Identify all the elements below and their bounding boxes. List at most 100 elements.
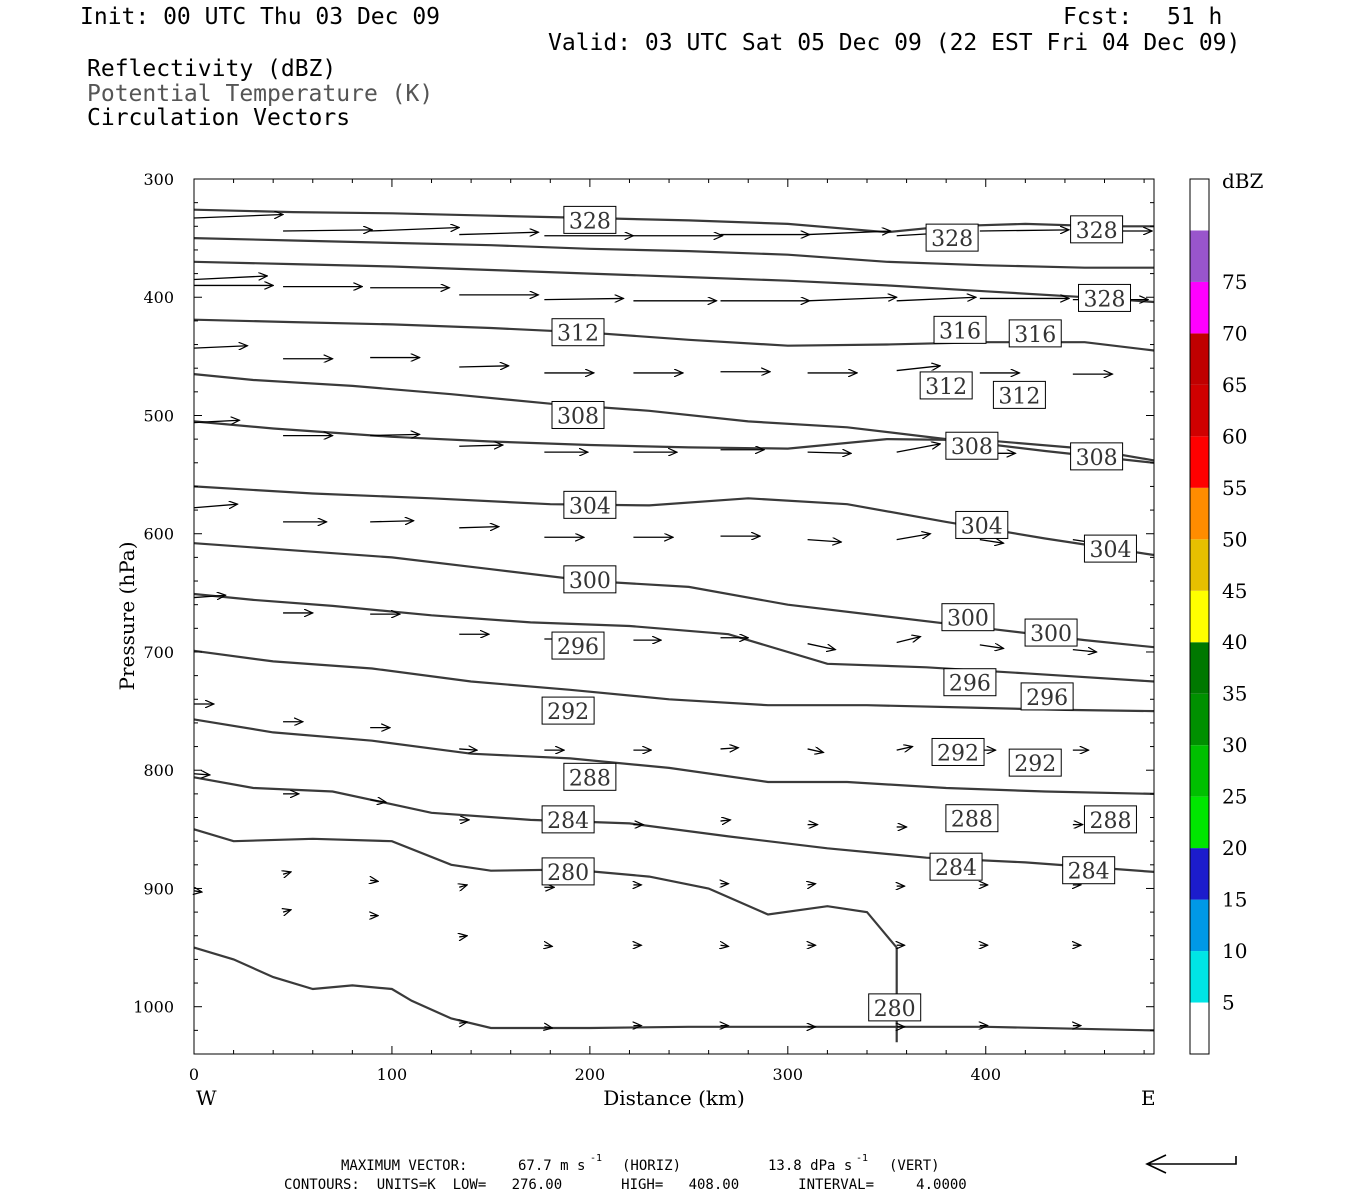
circulation-vector bbox=[720, 820, 731, 821]
contour-label-box bbox=[1070, 442, 1124, 471]
contour-label: 312 bbox=[557, 322, 599, 347]
colorbar-segment bbox=[1190, 487, 1209, 540]
circulation-vector bbox=[283, 872, 291, 874]
x-end-label-east: E bbox=[1141, 1086, 1156, 1110]
x-tick-label: 100 bbox=[377, 1065, 408, 1084]
contour-label-box bbox=[868, 993, 922, 1022]
y-tick-label: 500 bbox=[143, 406, 174, 425]
contour-label-box bbox=[1070, 215, 1124, 244]
circulation-vector bbox=[370, 227, 459, 231]
contour-label: 328 bbox=[1076, 219, 1118, 244]
contour-label: 280 bbox=[874, 997, 916, 1022]
circulation-vector bbox=[896, 366, 941, 372]
circulation-vector bbox=[459, 445, 503, 446]
x-tick-label: 200 bbox=[575, 1065, 606, 1084]
circulation-vector bbox=[807, 452, 852, 453]
valid-time: Valid: 03 UTC Sat 05 Dec 09 (22 EST Fri … bbox=[548, 30, 1241, 56]
contour-324 bbox=[193, 237, 1154, 269]
colorbar-segment bbox=[1190, 951, 1209, 1003]
colorbar-segment bbox=[1190, 693, 1209, 746]
contour-label: 296 bbox=[949, 672, 991, 697]
contour-label-box bbox=[1083, 534, 1137, 563]
contour-label-box bbox=[563, 565, 617, 594]
circulation-vector bbox=[193, 595, 226, 597]
contour-label: 292 bbox=[1014, 752, 1056, 777]
potential-temperature-contours bbox=[193, 208, 1155, 1043]
colorbar-segment bbox=[1190, 230, 1209, 282]
contour-320 bbox=[193, 260, 1155, 304]
contour-280 bbox=[193, 828, 898, 1043]
circulation-vector bbox=[896, 747, 913, 751]
circulation-vector bbox=[283, 230, 372, 231]
circulation-vector bbox=[807, 749, 824, 753]
reference-vector-arrow-icon bbox=[1145, 1154, 1237, 1174]
contour-label: 328 bbox=[569, 209, 611, 234]
circulation-vector bbox=[459, 232, 538, 234]
contour-label-box bbox=[563, 205, 617, 234]
circulation-vector bbox=[979, 645, 1004, 649]
y-tick-label: 300 bbox=[143, 170, 174, 189]
circulation-vector bbox=[193, 504, 238, 508]
contour-label-box bbox=[541, 805, 595, 834]
contour-label-box bbox=[1024, 618, 1078, 647]
circulation-vector bbox=[807, 643, 836, 650]
contour-label: 304 bbox=[1089, 538, 1131, 563]
contour-label: 296 bbox=[557, 635, 599, 660]
plot-frame bbox=[193, 178, 1155, 1055]
colorbar-tick-label: 25 bbox=[1222, 785, 1247, 809]
circulation-vector bbox=[807, 540, 842, 542]
circulation-vector bbox=[370, 434, 419, 435]
contour-328 bbox=[193, 208, 1154, 234]
y-tick-label: 1000 bbox=[133, 998, 174, 1017]
colorbar-segment bbox=[1190, 333, 1209, 385]
contour-label: 308 bbox=[1076, 446, 1118, 471]
y-axis: 300 400 500 600 700 800 900 1000 bbox=[133, 170, 1154, 1031]
circulation-vectors bbox=[194, 214, 1152, 1028]
contour-label: 288 bbox=[951, 808, 993, 833]
forecast-label: Fcst: bbox=[1063, 4, 1133, 30]
contour-label: 284 bbox=[1068, 860, 1110, 885]
contour-label: 316 bbox=[1014, 323, 1056, 348]
colorbar-tick-label: 70 bbox=[1222, 321, 1247, 345]
contour-label-box bbox=[925, 223, 979, 252]
colorbar-tick-label: 65 bbox=[1222, 373, 1247, 397]
contour-label: 280 bbox=[547, 861, 589, 886]
colorbar-tick-label: 30 bbox=[1222, 733, 1247, 757]
field-potential-temperature: Potential Temperature (K) bbox=[87, 81, 434, 107]
colorbar-tick-label: 5 bbox=[1222, 991, 1235, 1015]
circulation-vector bbox=[459, 1022, 467, 1023]
contour-label-box bbox=[945, 431, 999, 460]
field-circulation-vectors: Circulation Vectors bbox=[87, 105, 351, 131]
contour-label-box bbox=[1020, 682, 1074, 711]
contour-label-box bbox=[1062, 856, 1116, 885]
circulation-vector bbox=[194, 891, 202, 892]
contour-label-box bbox=[551, 318, 605, 347]
y-tick-label: 900 bbox=[143, 879, 174, 898]
forecast-hour: 51 h bbox=[1167, 4, 1223, 30]
contour-292 bbox=[193, 649, 1155, 713]
circulation-vector bbox=[544, 1027, 552, 1028]
contour-label-box bbox=[941, 603, 995, 632]
colorbar-segment bbox=[1190, 1002, 1209, 1054]
contour-label-box bbox=[955, 510, 1009, 539]
circulation-vector bbox=[193, 214, 283, 218]
contour-label-box bbox=[919, 371, 973, 400]
contour-label-box bbox=[1083, 805, 1137, 834]
circulation-vector bbox=[193, 276, 267, 280]
contour-label: 292 bbox=[547, 700, 589, 725]
contour-label: 300 bbox=[947, 607, 989, 632]
circulation-vector bbox=[193, 420, 240, 422]
x-axis: 0 100 200 300 400 bbox=[189, 179, 1145, 1084]
contour-label-box bbox=[929, 852, 983, 881]
colorbar-tick-label: 40 bbox=[1222, 630, 1247, 654]
contour-label-box bbox=[945, 804, 999, 833]
contour-label: 308 bbox=[557, 404, 599, 429]
colorbar-tick-label: 55 bbox=[1222, 476, 1247, 500]
contour-276 bbox=[193, 946, 1155, 1032]
y-tick-label: 600 bbox=[143, 525, 174, 544]
contour-label-box bbox=[563, 490, 617, 519]
circulation-vector bbox=[1072, 650, 1097, 652]
colorbar-segment bbox=[1190, 899, 1209, 952]
colorbar-segment bbox=[1190, 642, 1209, 694]
contour-label-box bbox=[541, 696, 595, 725]
